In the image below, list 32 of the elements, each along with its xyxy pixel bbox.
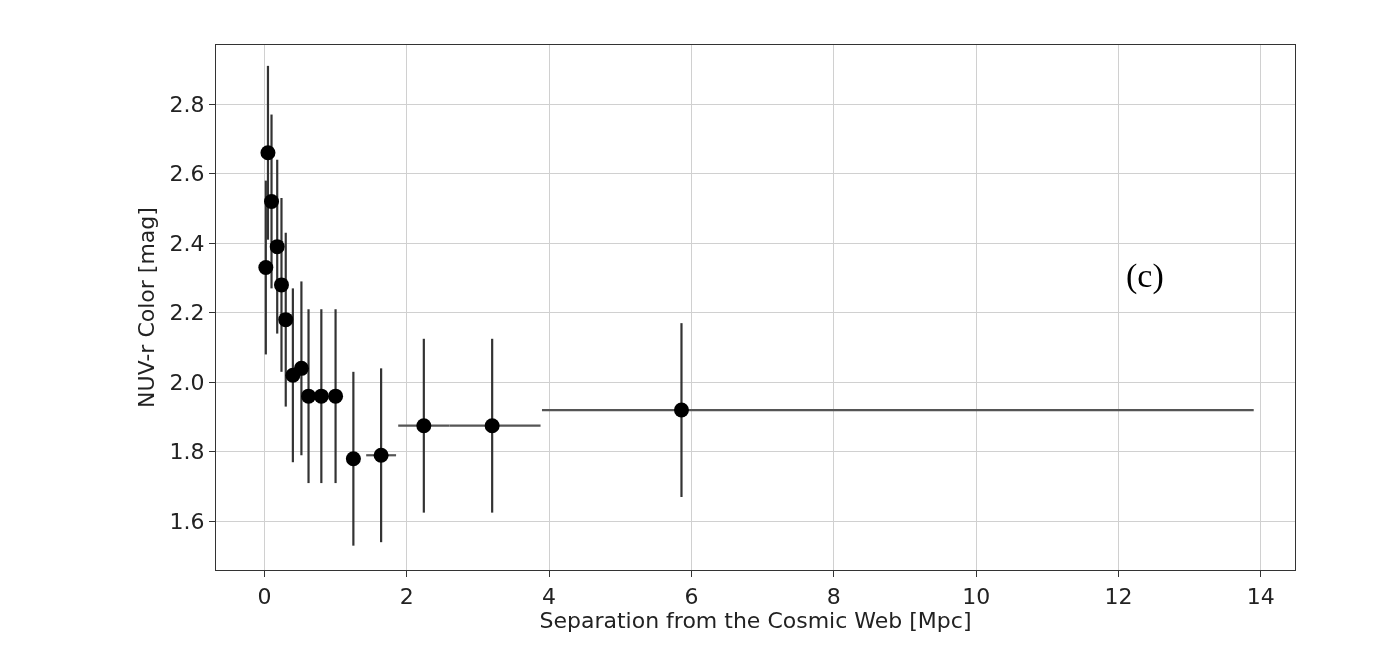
point [301,388,317,404]
point [273,277,289,293]
y-tick-label: 2.8 [169,91,205,117]
point [293,360,309,376]
y-tick-label: 1.6 [169,509,205,535]
point [278,312,294,328]
x-tick-label: 14 [1246,583,1275,609]
y-tick-label: 2.4 [169,230,205,256]
x-tick-label: 6 [684,583,699,609]
x-tick-label: 4 [542,583,557,609]
x-tick-label: 2 [399,583,414,609]
x-tick-label: 8 [826,583,841,609]
point [260,145,276,161]
annotation: (c) [1126,257,1164,295]
point [269,239,285,255]
point [416,418,432,434]
point [258,260,274,276]
x-tick-label: 0 [257,583,272,609]
x-tick-label: 10 [962,583,991,609]
y-axis-title: NUV-r Color [mag] [134,207,160,408]
point [484,418,500,434]
point [264,193,280,209]
point [328,388,344,404]
y-tick-label: 1.8 [169,439,205,465]
y-tick-label: 2.6 [169,161,205,187]
x-axis-title: Separation from the Cosmic Web [Mpc] [539,608,972,634]
y-tick-label: 2.0 [169,369,205,395]
point [313,388,329,404]
y-tick-label: 2.2 [169,300,205,326]
x-tick-label: 12 [1104,583,1133,609]
point [373,447,389,463]
point [673,402,689,418]
